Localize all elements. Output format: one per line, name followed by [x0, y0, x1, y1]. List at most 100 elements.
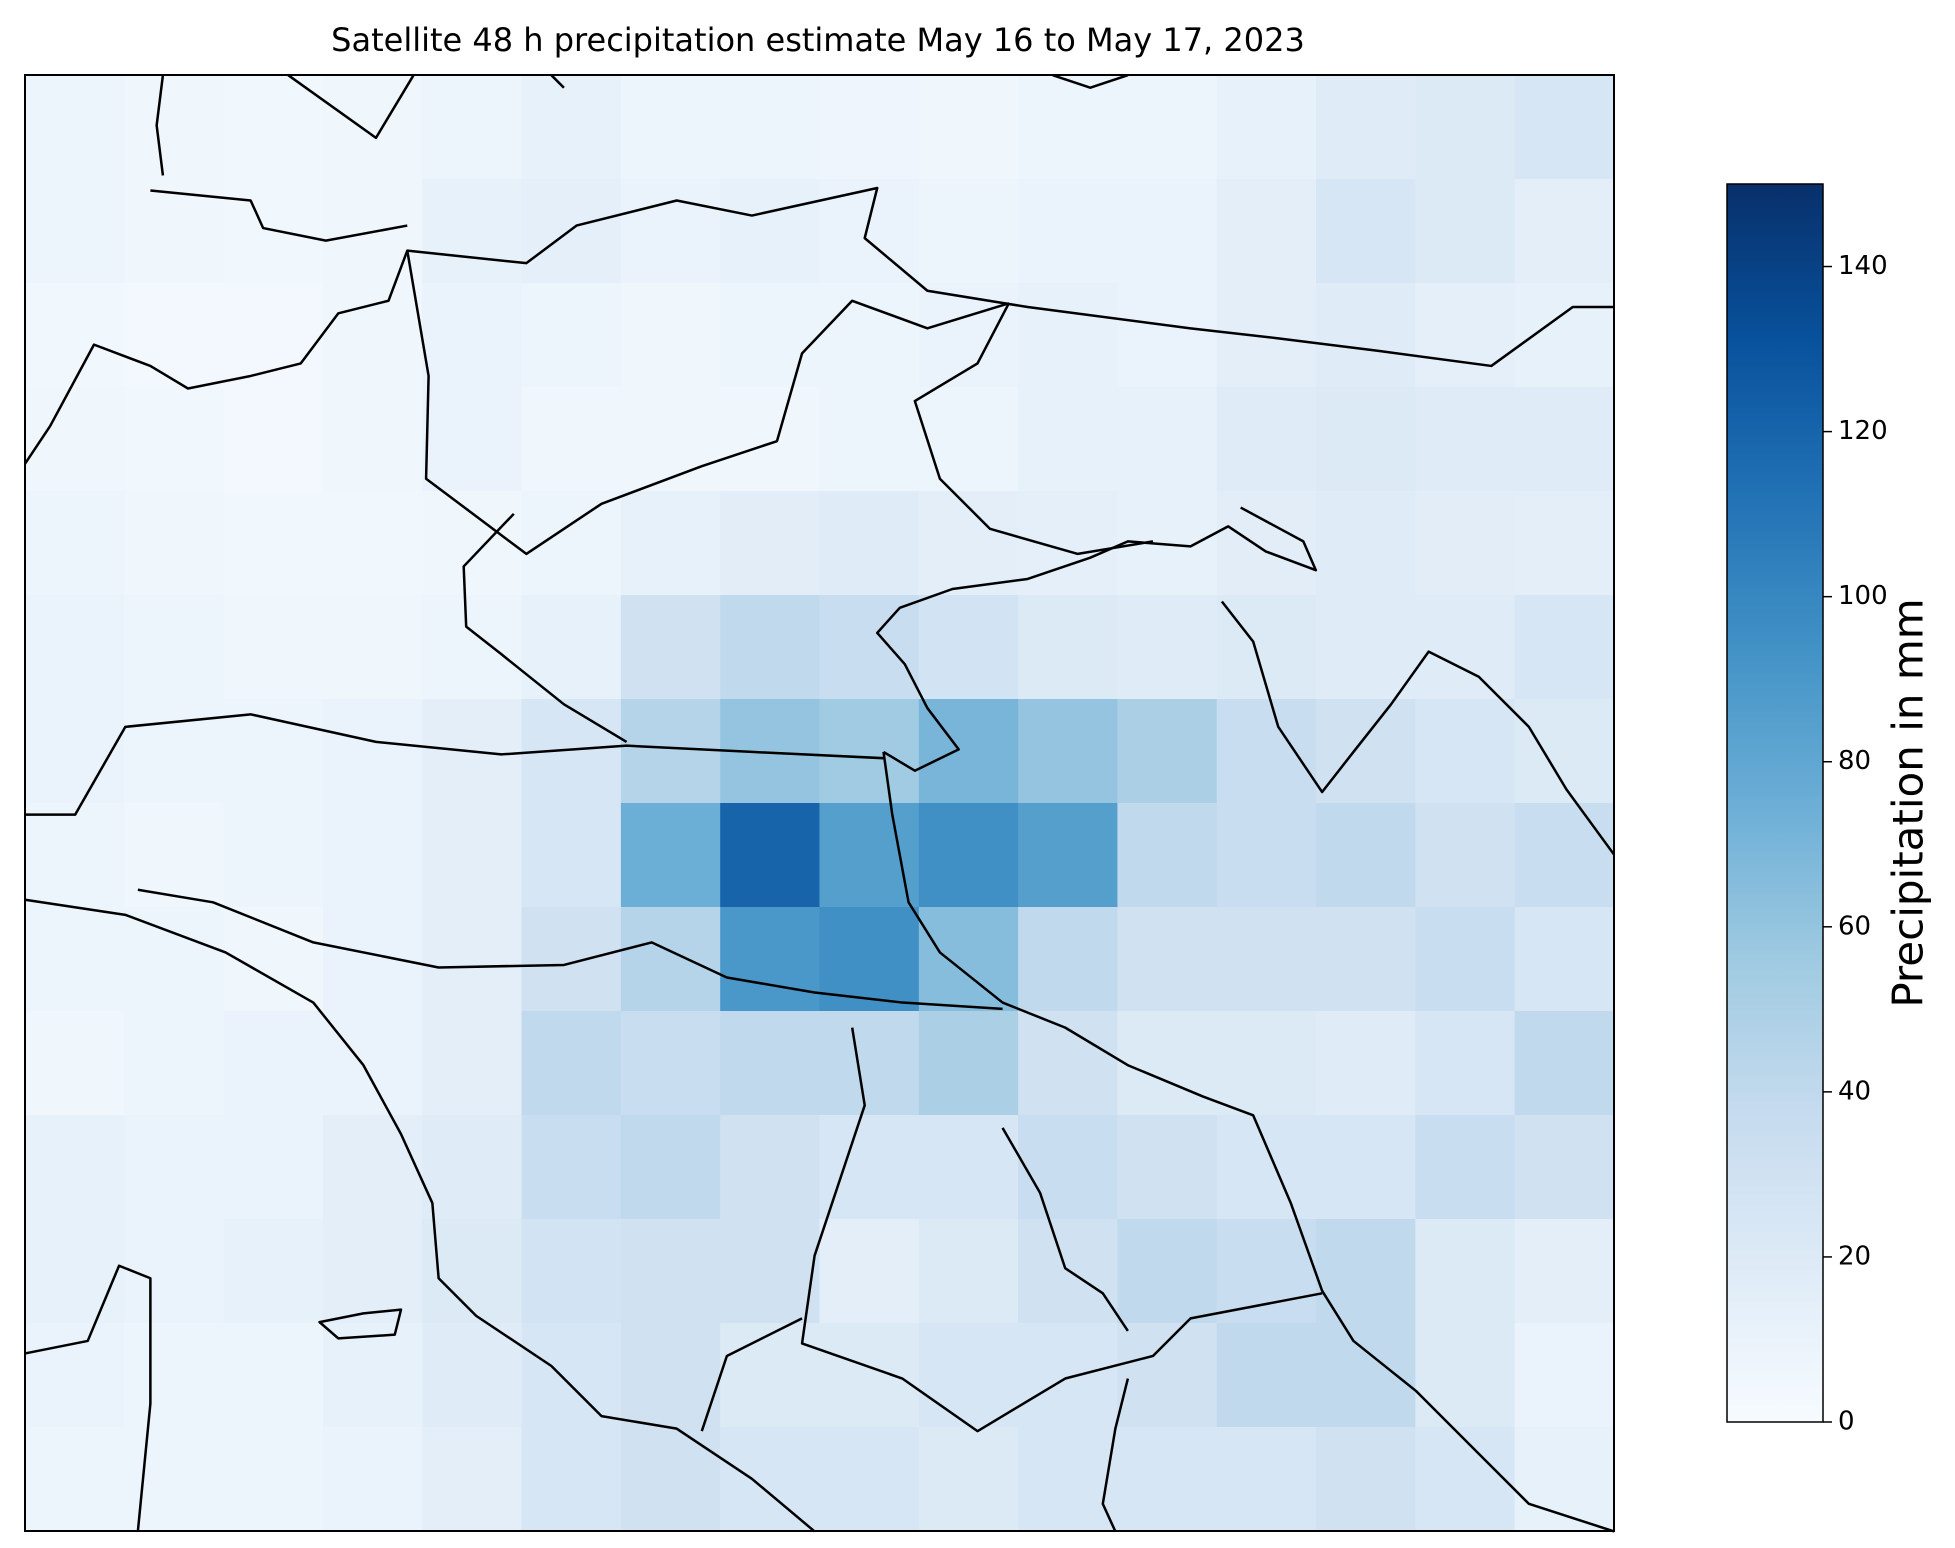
- grid-cell: [1514, 803, 1615, 908]
- grid-cell: [620, 803, 721, 908]
- grid-cell: [1117, 803, 1218, 908]
- grid-cell: [25, 283, 125, 388]
- colorbar-tick-label: 0: [1838, 1407, 1855, 1437]
- grid-cell: [819, 75, 920, 180]
- grid-cell: [521, 907, 622, 1012]
- grid-cell: [1415, 1427, 1516, 1532]
- grid-cell: [620, 1219, 721, 1324]
- grid-cell: [720, 803, 820, 908]
- colorbar-label: Precipitation in mm: [1884, 598, 1933, 1007]
- grid-cell: [1117, 907, 1218, 1012]
- map-frame: [24, 74, 1615, 1532]
- grid-cell: [422, 387, 523, 492]
- grid-cell: [720, 491, 820, 596]
- grid-cell: [620, 387, 721, 492]
- adriatic-coast: [882, 751, 1615, 1533]
- grid-cell: [1514, 1011, 1615, 1116]
- grid-cell: [720, 1115, 820, 1220]
- grid-cell: [819, 1219, 920, 1324]
- grid-cell: [1018, 1427, 1118, 1532]
- grid-cell: [124, 1115, 225, 1220]
- grid-cell: [1018, 387, 1118, 492]
- grid-cell: [1415, 1115, 1516, 1220]
- grid-cell: [918, 595, 1019, 700]
- grid-cell: [1216, 1011, 1317, 1116]
- grid-cell: [25, 1011, 125, 1116]
- grid-cell: [422, 803, 523, 908]
- grid-cell: [819, 699, 920, 804]
- grid-cell: [1514, 283, 1615, 388]
- grid-cell: [422, 179, 523, 284]
- grid-cell: [521, 1115, 622, 1220]
- grid-cell: [422, 1427, 523, 1532]
- colorbar: [1726, 183, 1824, 1423]
- grid-cell: [720, 179, 820, 284]
- grid-cell: [1117, 595, 1218, 700]
- grid-cell: [1316, 699, 1416, 804]
- grid-cell: [1216, 283, 1317, 388]
- grid-cell: [1216, 179, 1317, 284]
- boundaries: [24, 74, 1616, 1533]
- grid-cell: [819, 283, 920, 388]
- grid-cell: [521, 803, 622, 908]
- grid-cell: [521, 1011, 622, 1116]
- grid-cell: [322, 1427, 423, 1532]
- grid-cell: [620, 1427, 721, 1532]
- grid-cell: [223, 1011, 324, 1116]
- grid-cell: [1018, 179, 1118, 284]
- grid-cell: [521, 179, 622, 284]
- grid-cell: [1117, 1011, 1218, 1116]
- grid-cell: [1018, 907, 1118, 1012]
- grid-cell: [1415, 803, 1516, 908]
- grid-cell: [819, 1011, 920, 1116]
- grid-cell: [819, 595, 920, 700]
- grid-cell: [720, 1011, 820, 1116]
- grid-cell: [819, 1323, 920, 1428]
- grid-cell: [1415, 1011, 1516, 1116]
- grid-cell: [620, 1115, 721, 1220]
- grid-cell: [819, 1427, 920, 1532]
- grid-cell: [223, 1219, 324, 1324]
- grid-cell: [1514, 1115, 1615, 1220]
- grid-cell: [124, 1323, 225, 1428]
- grid-cell: [1117, 75, 1218, 180]
- grid-cell: [720, 595, 820, 700]
- grid-cell: [1018, 491, 1118, 596]
- grid-cell: [720, 1427, 820, 1532]
- grid-cell: [1316, 283, 1416, 388]
- grid-cell: [422, 1323, 523, 1428]
- grid-cell: [720, 387, 820, 492]
- grid-cell: [25, 1323, 125, 1428]
- grid-cell: [1216, 907, 1317, 1012]
- grid-cell: [124, 595, 225, 700]
- venice-coast: [875, 506, 1318, 772]
- elba: [318, 1308, 403, 1340]
- grid-cell: [1216, 491, 1317, 596]
- grid-cell: [819, 1115, 920, 1220]
- grid-cell: [620, 595, 721, 700]
- grid-cell: [223, 1427, 324, 1532]
- grid-cell: [1415, 179, 1516, 284]
- grid-cell: [322, 803, 423, 908]
- grid-cell: [1316, 595, 1416, 700]
- grid-cell: [422, 1115, 523, 1220]
- colorbar-ticks: 0 20 40 60 80 100 120 140: [1823, 251, 1888, 1437]
- grid-cell: [1316, 1011, 1416, 1116]
- grid-cell: [521, 491, 622, 596]
- grid-cell: [1316, 387, 1416, 492]
- grid-cell: [1018, 803, 1118, 908]
- grid-cell: [918, 1011, 1019, 1116]
- grid-cell: [25, 1427, 125, 1532]
- grid-cell: [1018, 1115, 1118, 1220]
- colorbar-tick-label: 60: [1838, 911, 1871, 941]
- grid-cell: [223, 1323, 324, 1428]
- grid-cell: [322, 491, 423, 596]
- tyrrhenian-coast: [24, 898, 816, 1533]
- grid-cell: [1216, 387, 1317, 492]
- grid-cell: [918, 803, 1019, 908]
- grid-cell: [25, 1219, 125, 1324]
- grid-cell: [422, 75, 523, 180]
- grid-cell: [1514, 1323, 1615, 1428]
- grid-cell: [819, 179, 920, 284]
- colorbar-tick-label: 40: [1838, 1076, 1871, 1106]
